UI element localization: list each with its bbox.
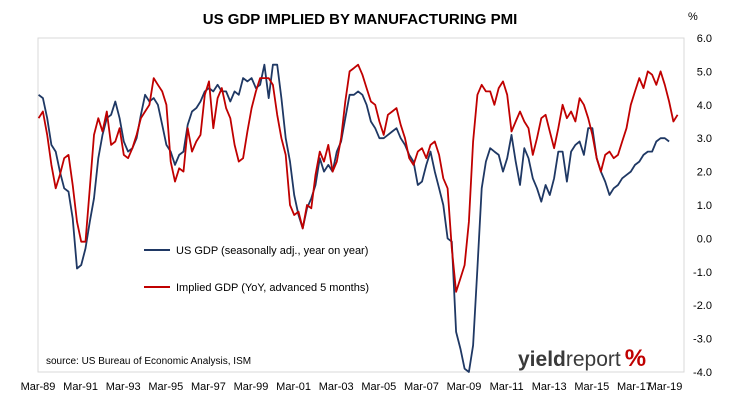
y-tick-label: -4.0	[693, 367, 712, 379]
yieldreport-logo: yieldreport%	[518, 345, 646, 372]
x-tick-label: Mar-93	[106, 381, 141, 393]
plot-area	[37, 37, 685, 373]
x-tick-label: Mar-03	[319, 381, 354, 393]
y-tick-label: 4.0	[697, 100, 712, 112]
x-tick-label: Mar-97	[191, 381, 226, 393]
x-tick-label: Mar-13	[532, 381, 567, 393]
y-tick-label: 3.0	[697, 133, 712, 145]
y-tick-label: -3.0	[693, 334, 712, 346]
logo-percent: %	[625, 345, 646, 372]
y-tick-label: -1.0	[693, 267, 712, 279]
y-tick-label: 5.0	[697, 66, 712, 78]
x-tick-label: Mar-19	[648, 381, 683, 393]
logo-part-yield: yield	[518, 348, 566, 371]
y-tick-label: 0.0	[697, 233, 712, 245]
x-tick-label: Mar-09	[447, 381, 482, 393]
x-tick-label: Mar-99	[234, 381, 269, 393]
series-line-implied-gdp	[37, 63, 679, 293]
x-tick-label: Mar-91	[63, 381, 98, 393]
source-note: source: US Bureau of Economic Analysis, …	[46, 356, 251, 367]
y-tick-label: -2.0	[693, 300, 712, 312]
x-tick-label: Mar-89	[21, 381, 56, 393]
logo-text: yieldreport%	[518, 345, 646, 372]
y-axis-ticks: 6.0 5.0 4.0 3.0 2.0 1.0 0.0 -1.0 -2.0 -3.0 -4.0	[693, 33, 712, 379]
y-tick-label: 6.0	[697, 33, 712, 45]
legend: US GDP (seasonally adj., year on year) I…	[144, 245, 369, 294]
series-layer	[37, 63, 679, 373]
x-tick-label: Mar-11	[490, 381, 524, 393]
chart-title: US GDP IMPLIED BY MANUFACTURING PMI	[203, 11, 517, 28]
x-tick-label: Mar-01	[276, 381, 311, 393]
x-tick-label: Mar-17	[617, 381, 652, 393]
x-axis-ticks: Mar-89 Mar-91 Mar-93 Mar-95 Mar-97 Mar-99 Mar-…	[21, 381, 683, 393]
x-tick-label: Mar-95	[148, 381, 183, 393]
y-tick-label: 2.0	[697, 167, 712, 179]
x-tick-label: Mar-07	[404, 381, 439, 393]
legend-label-us-gdp: US GDP (seasonally adj., year on year)	[176, 245, 368, 257]
legend-label-implied-gdp: Implied GDP (YoY, advanced 5 months)	[176, 282, 369, 294]
y-axis-unit: %	[688, 11, 698, 23]
x-tick-label: Mar-05	[361, 381, 396, 393]
y-tick-label: 1.0	[697, 200, 712, 212]
series-line-us-gdp	[38, 63, 670, 373]
x-tick-label: Mar-15	[574, 381, 609, 393]
logo-part-report: report	[566, 348, 621, 371]
